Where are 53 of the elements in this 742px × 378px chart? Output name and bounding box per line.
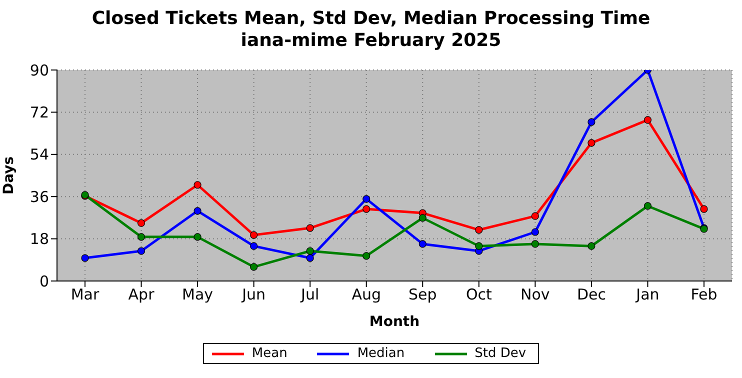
point	[362, 195, 370, 203]
chart-title: Closed Tickets Mean, Std Dev, Median Processing Time iana-mime February 2025	[90, 8, 652, 52]
x-tick-label: Oct	[466, 286, 492, 304]
legend-label: Median	[357, 346, 405, 361]
x-tick-label: Jan	[635, 286, 660, 304]
point	[531, 240, 539, 248]
x-tick-label: Apr	[128, 286, 156, 304]
point	[531, 228, 539, 236]
point	[475, 226, 483, 234]
legend-label: Mean	[252, 346, 288, 361]
point	[194, 233, 202, 241]
point	[700, 205, 708, 213]
x-tick-label: Feb	[690, 286, 718, 304]
point	[81, 254, 89, 262]
point	[362, 252, 370, 260]
x-tick-label: Jun	[241, 286, 266, 304]
point	[306, 247, 314, 255]
y-tick-label: 72	[30, 104, 49, 122]
point	[194, 181, 202, 189]
y-axis-title: Days	[0, 156, 17, 195]
y-tick-label: 90	[30, 61, 49, 80]
point	[362, 205, 370, 213]
point	[418, 240, 426, 248]
x-tick-label: Sep	[408, 286, 437, 304]
point	[306, 224, 314, 232]
point	[306, 254, 314, 262]
x-axis-title: Month	[369, 314, 420, 330]
y-tick-label: 0	[39, 272, 49, 290]
point	[475, 242, 483, 250]
y-tick-label: 54	[30, 146, 49, 164]
x-tick-label: May	[182, 286, 214, 304]
x-tick-label: Dec	[576, 286, 606, 304]
x-tick-label: Mar	[70, 286, 100, 304]
point	[250, 242, 258, 250]
point	[644, 202, 652, 210]
y-tick-label: 36	[30, 188, 49, 206]
x-tick-label: Nov	[520, 286, 550, 304]
point	[588, 139, 596, 147]
x-tick-label: Aug	[352, 286, 382, 304]
point	[588, 242, 596, 250]
point	[137, 247, 146, 255]
point	[250, 231, 258, 239]
point	[194, 207, 202, 215]
y-tick-label: 18	[30, 230, 49, 248]
point	[137, 219, 146, 227]
legend-label: Std Dev	[474, 346, 526, 361]
point	[644, 116, 652, 124]
point	[250, 263, 258, 271]
x-tick-label: Jul	[300, 286, 320, 304]
point	[588, 118, 596, 126]
point	[137, 233, 146, 241]
point	[531, 212, 539, 220]
point	[418, 214, 426, 222]
